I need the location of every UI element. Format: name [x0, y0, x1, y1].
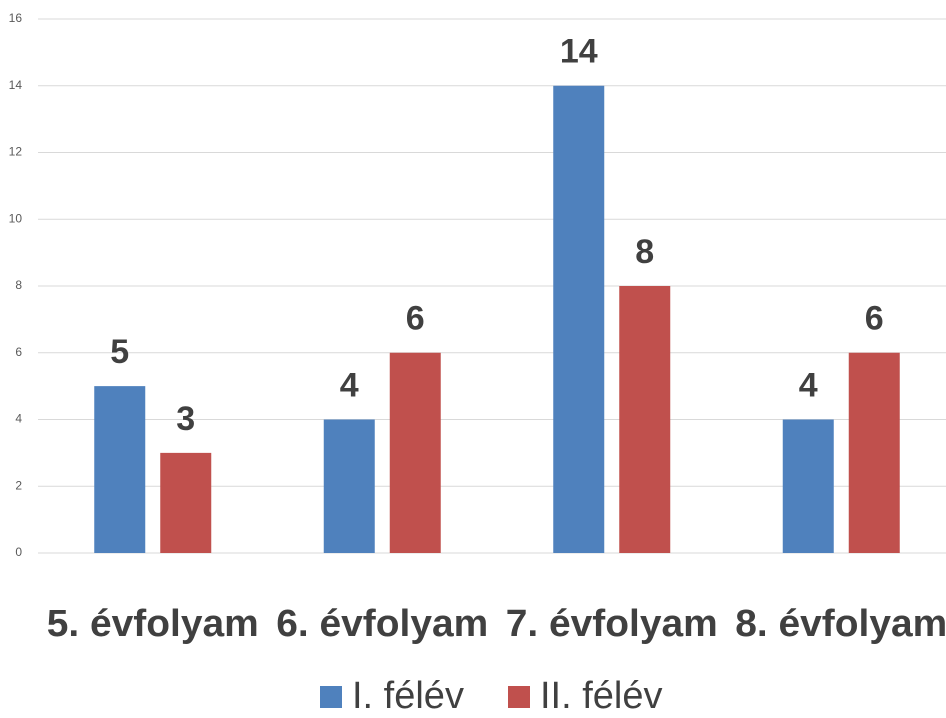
bar — [553, 85, 605, 553]
data-label: 5 — [110, 333, 129, 371]
x-tick-label: 7. évfolyam — [506, 603, 718, 645]
data-label: 14 — [560, 33, 598, 71]
x-tick-label: 6. évfolyam — [276, 603, 488, 645]
data-label: 6 — [406, 300, 425, 338]
legend-swatch — [320, 686, 342, 708]
data-label: 3 — [176, 400, 195, 438]
legend-label: II. félév — [540, 675, 663, 717]
data-label: 4 — [340, 366, 359, 404]
y-tick-label: 2 — [15, 478, 22, 492]
y-tick-label: 8 — [15, 278, 22, 292]
x-tick-label: 5. évfolyam — [47, 603, 259, 645]
data-label: 6 — [865, 300, 884, 338]
data-label: 8 — [635, 233, 654, 271]
y-tick-label: 6 — [15, 345, 22, 359]
y-tick-label: 16 — [9, 11, 23, 25]
data-label: 4 — [799, 366, 818, 404]
bar — [389, 352, 441, 553]
y-tick-label: 0 — [15, 545, 22, 559]
bar — [782, 419, 834, 553]
x-tick-label: 8. évfolyam — [735, 603, 946, 645]
y-tick-label: 14 — [9, 78, 23, 92]
bar — [619, 286, 671, 553]
bar — [160, 452, 212, 553]
y-tick-label: 12 — [9, 145, 23, 159]
bar — [94, 386, 146, 553]
y-tick-label: 4 — [15, 412, 22, 426]
legend-swatch — [508, 686, 530, 708]
bar — [323, 419, 375, 553]
legend-label: I. félév — [352, 675, 464, 717]
bar — [848, 352, 900, 553]
y-tick-label: 10 — [9, 211, 23, 225]
